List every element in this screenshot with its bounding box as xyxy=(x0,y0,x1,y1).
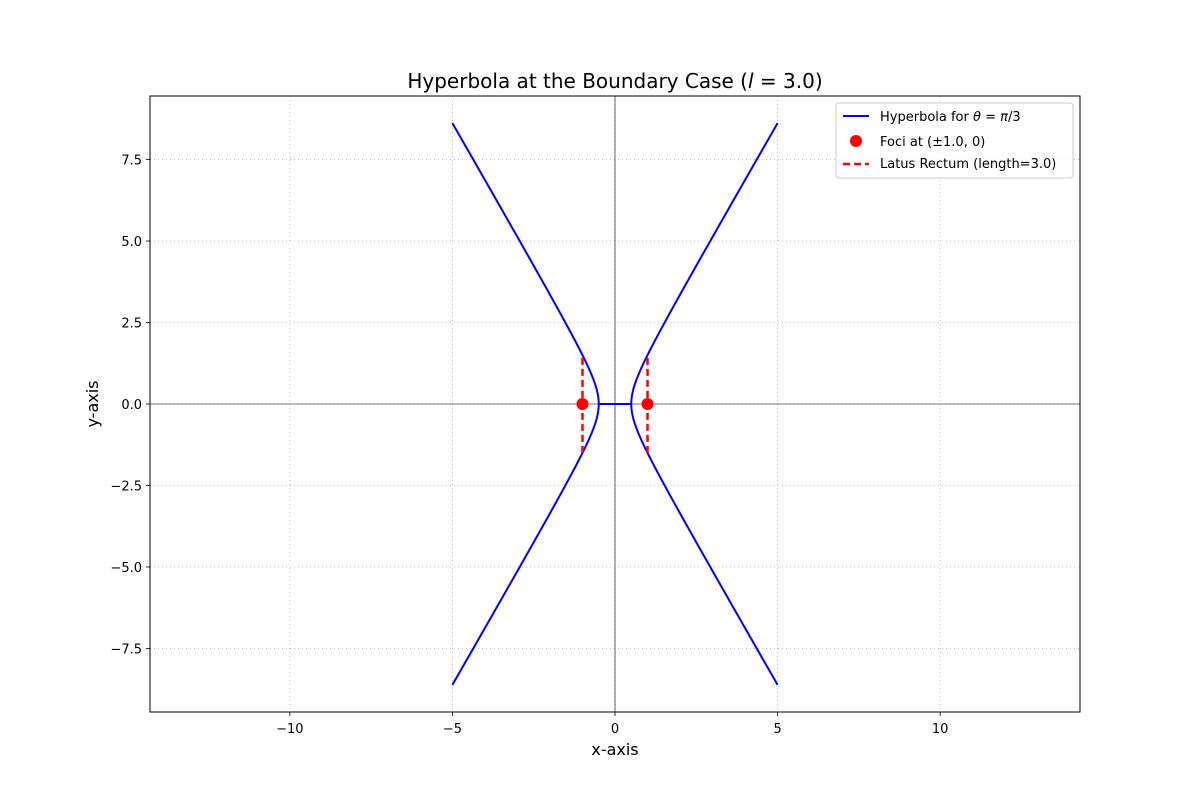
legend-label-foci: Foci at (±1.0, 0) xyxy=(880,135,985,150)
legend-hyperbola-eq: = xyxy=(981,110,1000,125)
x-tick-label: −10 xyxy=(276,722,303,737)
plot-area xyxy=(451,122,779,686)
x-axis-label: x-axis xyxy=(591,740,638,759)
y-axis-label: y-axis xyxy=(83,380,102,427)
chart-title-prefix: Hyperbola at the Boundary Case ( xyxy=(407,69,748,93)
legend-box xyxy=(835,102,1074,179)
legend-hyperbola-frac: /3 xyxy=(1008,110,1021,125)
y-tick-label: 0.0 xyxy=(121,398,142,413)
y-tick-label: 2.5 xyxy=(121,317,142,332)
y-ticks: −7.5 −5.0 −2.5 0.0 2.5 5.0 7.5 xyxy=(110,154,150,657)
hyperbola-right-branch xyxy=(630,122,779,686)
focus-left-marker xyxy=(576,398,589,410)
chart-title: Hyperbola at the Boundary Case (l = 3.0) xyxy=(407,69,822,93)
y-tick-label: 5.0 xyxy=(121,235,142,250)
x-tick-label: 0 xyxy=(611,722,619,737)
x-ticks: −10 −5 0 5 10 xyxy=(276,712,948,737)
legend-label-hyperbola: Hyperbola for θ = π/3 xyxy=(880,110,1021,125)
x-tick-label: 10 xyxy=(932,722,949,737)
chart-title-var: l xyxy=(748,69,754,93)
legend-label-latus-rectum: Latus Rectum (length=3.0) xyxy=(880,157,1056,172)
legend: Hyperbola for θ = π/3 Foci at (±1.0, 0) … xyxy=(835,102,1074,179)
chart-title-suffix: = 3.0) xyxy=(754,69,823,93)
x-tick-label: 5 xyxy=(773,722,781,737)
x-tick-label: −5 xyxy=(443,722,462,737)
legend-hyperbola-theta: θ xyxy=(973,110,981,125)
y-tick-label: −2.5 xyxy=(110,479,142,494)
y-tick-label: −7.5 xyxy=(110,642,142,657)
focus-right-marker xyxy=(641,398,654,410)
y-tick-label: −5.0 xyxy=(110,561,142,576)
legend-swatch-foci xyxy=(850,135,862,147)
legend-hyperbola-pi: π xyxy=(1000,110,1008,125)
y-tick-label: 7.5 xyxy=(121,154,142,169)
legend-hyperbola-text: Hyperbola for xyxy=(880,110,973,125)
